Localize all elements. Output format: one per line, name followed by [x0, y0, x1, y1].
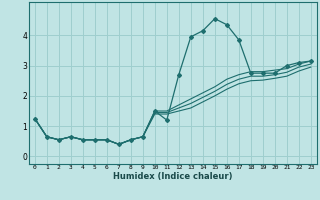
X-axis label: Humidex (Indice chaleur): Humidex (Indice chaleur)	[113, 172, 233, 181]
